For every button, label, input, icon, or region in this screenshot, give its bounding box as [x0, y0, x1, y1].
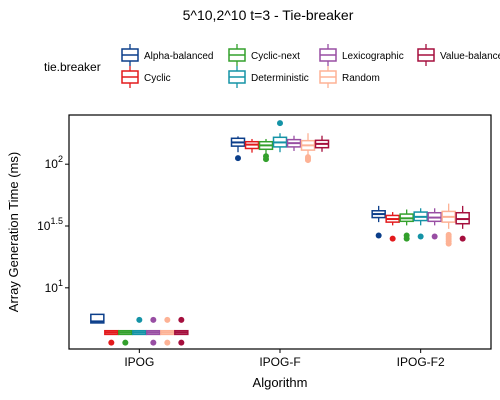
legend-item-value-balanced: Value-balanced [417, 44, 500, 66]
legend-item-deterministic: Deterministic [228, 66, 309, 88]
series-alpha-balanced-group [90, 136, 386, 324]
legend-label: Random [342, 73, 380, 84]
outlier-point [277, 120, 283, 127]
series-cyclic-group [104, 138, 400, 346]
legend-item-cyclic: Cyclic [121, 66, 171, 88]
outlier-point [178, 339, 185, 346]
series-value-balanced-group [174, 135, 470, 346]
y-tick-base: 10 [45, 281, 59, 295]
legend-label: Value-balanced [440, 51, 500, 62]
legend-label: Cyclic-next [251, 51, 300, 62]
legend-label: Cyclic [144, 73, 171, 84]
legend-item-cyclic-next: Cyclic-next [228, 44, 300, 66]
legend-label: Deterministic [251, 73, 309, 84]
y-tick-base: 10 [45, 157, 59, 171]
x-axis-title: Algorithm [253, 375, 308, 390]
outlier-point [122, 339, 129, 346]
outlier-point [431, 233, 438, 240]
outlier-point [150, 316, 157, 323]
outlier-point [136, 316, 143, 323]
legend-label: Lexicographic [342, 51, 404, 62]
series-deterministic-group [132, 120, 428, 336]
outlier-point [164, 339, 171, 346]
legend-item-alpha-balanced: Alpha-balanced [121, 44, 214, 66]
x-axis: IPOG IPOG-F IPOG-F2 [124, 349, 445, 369]
y-tick-exponent: 1.5 [50, 216, 63, 226]
chart-title: 5^10,2^10 t=3 - Tie-breaker [183, 7, 354, 23]
legend-title: tie.breaker [44, 60, 101, 74]
y-tick-label: 101.5 [37, 216, 63, 233]
box [90, 313, 105, 324]
plot-panel [68, 114, 492, 350]
outlier-point [403, 232, 410, 239]
outlier-point [235, 155, 241, 162]
outlier-point [389, 235, 396, 242]
outlier-point [108, 339, 115, 346]
legend-item-lexicographic: Lexicographic [319, 44, 404, 66]
series-random-group [160, 133, 456, 346]
series-lexicographic-group [146, 135, 442, 346]
outlier-point [417, 233, 424, 240]
y-tick-base: 10 [37, 219, 51, 233]
outlier-point [150, 339, 157, 346]
outlier-point [459, 235, 466, 242]
outlier-point [178, 316, 185, 323]
y-axis-title: Array Generation Time (ms) [6, 152, 21, 312]
outlier-point [305, 154, 311, 161]
outlier-point [445, 231, 452, 238]
box-series-group [90, 120, 470, 346]
x-tick-label: IPOG [124, 355, 154, 369]
x-tick-label: IPOG-F [259, 355, 300, 369]
y-tick-exponent: 2 [58, 154, 63, 164]
outlier-point [263, 153, 269, 160]
y-tick-exponent: 1 [58, 278, 63, 288]
y-tick-label: 101 [45, 278, 63, 295]
outlier-point [375, 232, 382, 239]
legend-label: Alpha-balanced [144, 51, 214, 62]
y-tick-label: 102 [45, 154, 63, 171]
legend: Alpha-balanced Cyclic-next Lexicographic Va… [121, 44, 500, 88]
x-tick-label: IPOG-F2 [397, 355, 445, 369]
legend-item-random: Random [319, 66, 380, 88]
outlier-point [164, 316, 171, 323]
series-cyclic-next-group [118, 138, 414, 346]
